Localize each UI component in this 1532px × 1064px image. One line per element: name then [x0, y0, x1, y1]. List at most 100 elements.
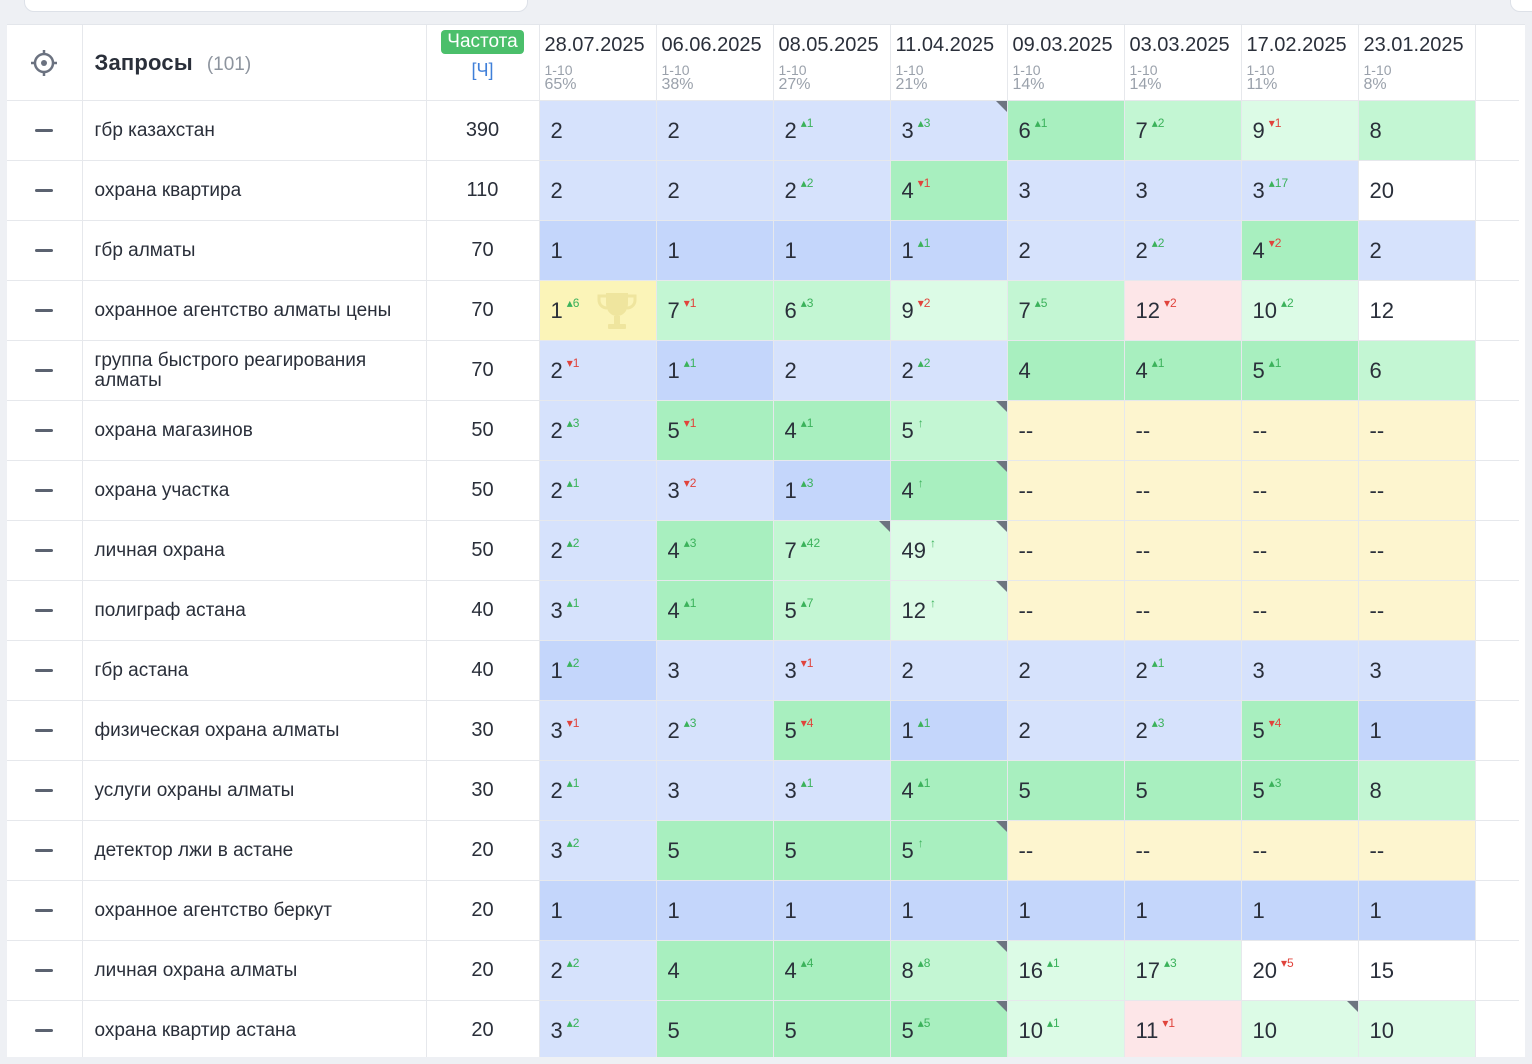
header-date-column[interactable]: 28.07.2025 1-10 65% — [539, 25, 657, 101]
remove-icon[interactable] — [35, 728, 54, 732]
position-cell[interactable]: 8 ▴8 — [890, 940, 1008, 1001]
target-icon[interactable] — [30, 49, 58, 77]
position-cell[interactable]: 5 ↑ — [890, 820, 1008, 881]
query-cell[interactable]: детектор лжи в астане — [82, 820, 427, 881]
header-date-column[interactable]: 23.01.2025 1-10 8% — [1358, 25, 1476, 101]
position-cell[interactable]: 4 ▴4 — [773, 940, 891, 1001]
position-cell[interactable]: 5 ▴7 — [773, 580, 891, 641]
position-cell[interactable]: -- — [1124, 580, 1242, 641]
remove-icon[interactable] — [35, 608, 54, 612]
position-cell[interactable]: -- — [1124, 460, 1242, 521]
position-cell[interactable]: 5 — [1124, 760, 1242, 821]
position-cell[interactable]: -- — [1241, 820, 1359, 881]
position-cell[interactable]: 5 ▾4 — [1241, 700, 1359, 761]
position-cell[interactable]: -- — [1007, 520, 1125, 581]
position-cell[interactable]: 7 ▴42 — [773, 520, 891, 581]
position-cell[interactable]: 1 — [539, 880, 657, 941]
position-cell[interactable]: 3 ▴1 — [773, 760, 891, 821]
position-cell[interactable]: -- — [1124, 520, 1242, 581]
position-cell[interactable]: 3 ▴17 — [1241, 160, 1359, 221]
position-cell[interactable]: 10 — [1241, 1000, 1359, 1057]
position-cell[interactable]: 2 ▴1 — [539, 760, 657, 821]
position-cell[interactable]: 12 ↑ — [890, 580, 1008, 641]
position-cell[interactable]: 5 ▴3 — [1241, 760, 1359, 821]
position-cell[interactable]: 12 — [1358, 280, 1476, 341]
remove-icon[interactable] — [35, 968, 54, 972]
position-cell[interactable]: 10 ▴2 — [1241, 280, 1359, 341]
position-cell[interactable]: 10 ▴1 — [1007, 1000, 1125, 1057]
position-cell[interactable]: 16 ▴1 — [1007, 940, 1125, 1001]
position-cell[interactable]: 2 — [1358, 220, 1476, 281]
header-date-column[interactable]: 06.06.2025 1-10 38% — [656, 25, 774, 101]
position-cell[interactable]: 5 — [656, 1000, 774, 1057]
position-cell[interactable]: 2 ▴2 — [890, 340, 1008, 401]
position-cell[interactable]: 3 ▾1 — [539, 700, 657, 761]
query-cell[interactable]: личная охрана — [82, 520, 427, 581]
position-cell[interactable]: 1 — [1124, 880, 1242, 941]
query-cell[interactable]: охрана квартира — [82, 160, 427, 221]
remove-icon[interactable] — [35, 368, 54, 372]
position-cell[interactable]: 1 — [1007, 880, 1125, 941]
position-cell[interactable]: 3 — [656, 760, 774, 821]
position-cell[interactable]: 6 ▴3 — [773, 280, 891, 341]
position-cell[interactable]: 1 — [1241, 880, 1359, 941]
position-cell[interactable]: 9 ▾2 — [890, 280, 1008, 341]
frequency-mode-toggle[interactable]: [Ч] — [471, 60, 494, 80]
remove-icon[interactable] — [35, 488, 54, 492]
position-cell[interactable]: 3 ▾1 — [773, 640, 891, 701]
position-cell[interactable]: 3 ▴3 — [890, 100, 1008, 161]
search-input[interactable] — [24, 0, 528, 12]
position-cell[interactable]: 6 ▴1 — [1007, 100, 1125, 161]
remove-icon[interactable] — [35, 908, 54, 912]
position-cell[interactable]: 7 ▴5 — [1007, 280, 1125, 341]
position-cell[interactable]: -- — [1358, 400, 1476, 461]
position-cell[interactable]: 3 — [1007, 160, 1125, 221]
query-cell[interactable]: полиграф астана — [82, 580, 427, 641]
header-queries[interactable]: Запросы (101) — [82, 25, 427, 101]
position-cell[interactable]: 4 ↑ — [890, 460, 1008, 521]
position-cell[interactable]: 5 — [656, 820, 774, 881]
position-cell[interactable]: 2 ▴3 — [539, 400, 657, 461]
position-cell[interactable]: 4 ▴1 — [890, 760, 1008, 821]
position-cell[interactable]: 2 ▴2 — [539, 520, 657, 581]
query-cell[interactable]: физическая охрана алматы — [82, 700, 427, 761]
position-cell[interactable]: 5 ▴1 — [1241, 340, 1359, 401]
query-cell[interactable]: гбр алматы — [82, 220, 427, 281]
position-cell[interactable]: 1 ▴1 — [656, 340, 774, 401]
query-cell[interactable]: охрана квартир астана — [82, 1000, 427, 1057]
position-cell[interactable]: 7 ▴2 — [1124, 100, 1242, 161]
position-cell[interactable]: 3 — [1124, 160, 1242, 221]
position-cell[interactable]: 20 ▾5 — [1241, 940, 1359, 1001]
position-cell[interactable]: 2 ▴2 — [539, 940, 657, 1001]
position-cell[interactable]: 3 ▴2 — [539, 1000, 657, 1057]
position-cell[interactable]: 5 — [773, 1000, 891, 1057]
position-cell[interactable]: 2 — [1007, 700, 1125, 761]
position-cell[interactable]: 8 — [1358, 760, 1476, 821]
remove-icon[interactable] — [35, 248, 54, 252]
position-cell[interactable]: 2 ▴1 — [1124, 640, 1242, 701]
position-cell[interactable]: 4 ▴1 — [1124, 340, 1242, 401]
position-cell[interactable]: 5 — [1007, 760, 1125, 821]
query-cell[interactable]: группа быстрого реагирования алматы — [82, 340, 427, 401]
position-cell[interactable]: -- — [1007, 580, 1125, 641]
position-cell[interactable]: -- — [1124, 400, 1242, 461]
position-cell[interactable]: -- — [1124, 820, 1242, 881]
header-date-column[interactable]: 08.05.2025 1-10 27% — [773, 25, 891, 101]
position-cell[interactable]: 2 ▴3 — [1124, 700, 1242, 761]
remove-icon[interactable] — [35, 548, 54, 552]
position-cell[interactable]: -- — [1241, 460, 1359, 521]
position-cell[interactable]: 4 ▾2 — [1241, 220, 1359, 281]
position-cell[interactable]: 3 — [1358, 640, 1476, 701]
position-cell[interactable]: 1 ▴1 — [890, 700, 1008, 761]
position-cell[interactable]: 9 ▾1 — [1241, 100, 1359, 161]
position-cell[interactable]: 3 ▾2 — [656, 460, 774, 521]
position-cell[interactable]: -- — [1241, 400, 1359, 461]
query-cell[interactable]: услуги охраны алматы — [82, 760, 427, 821]
remove-icon[interactable] — [35, 128, 54, 132]
position-cell[interactable]: 1 — [1358, 880, 1476, 941]
position-cell[interactable]: 3 ▴1 — [539, 580, 657, 641]
position-cell[interactable]: 20 — [1358, 160, 1476, 221]
position-cell[interactable]: 4 ▴1 — [773, 400, 891, 461]
position-cell[interactable]: 7 ▾1 — [656, 280, 774, 341]
position-cell[interactable]: 4 ▾1 — [890, 160, 1008, 221]
